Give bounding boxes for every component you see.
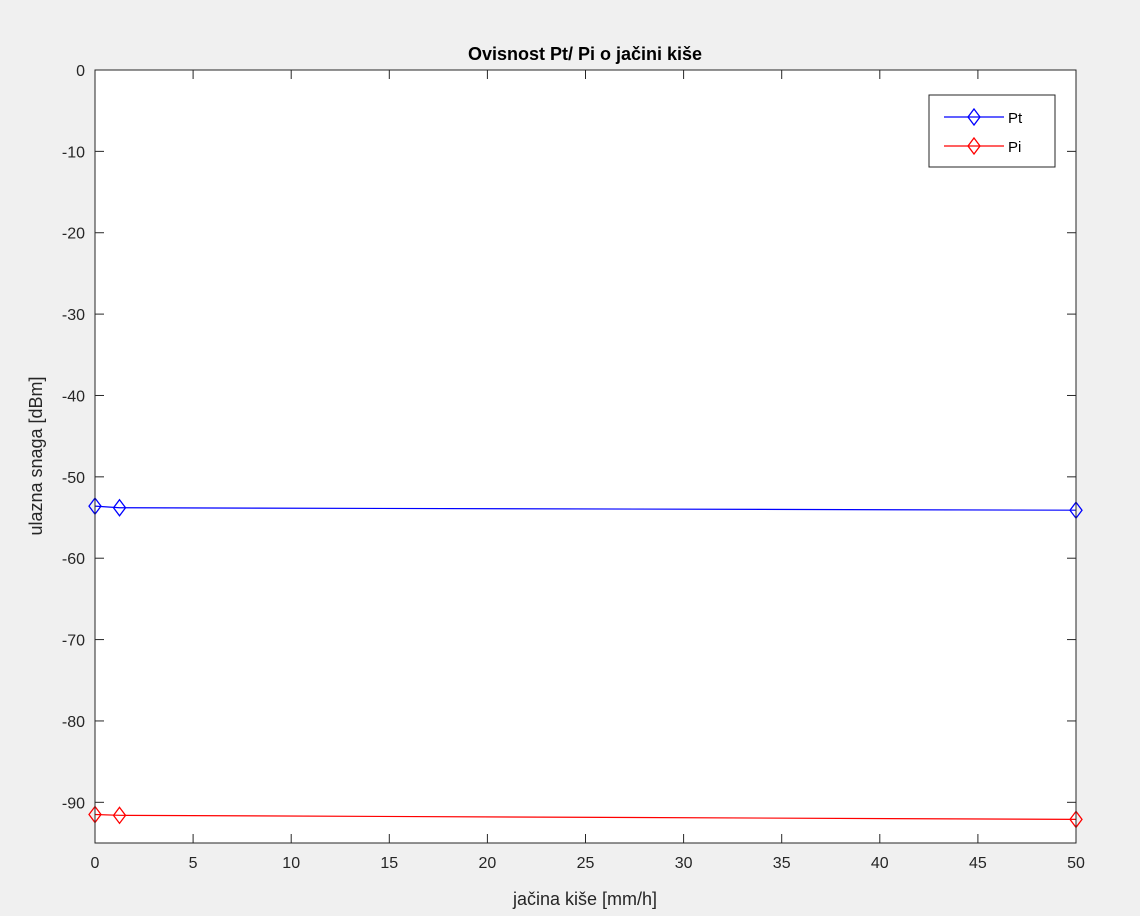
x-tick-label: 15: [380, 855, 398, 872]
y-tick-label: -30: [62, 307, 85, 324]
x-tick-label: 10: [282, 855, 300, 872]
y-tick-label: -20: [62, 226, 85, 243]
legend-label: Pt: [1008, 110, 1023, 127]
y-tick-label: -70: [62, 633, 85, 650]
y-axis-label: ulazna snaga [dBm]: [26, 376, 46, 535]
x-tick-label: 25: [577, 855, 595, 872]
x-tick-label: 5: [189, 855, 198, 872]
y-tick-label: -80: [62, 714, 85, 731]
legend: Pt Pi: [929, 95, 1055, 167]
y-tick-label: -10: [62, 144, 85, 161]
x-tick-label: 45: [969, 855, 987, 872]
x-tick-label: 20: [479, 855, 497, 872]
legend-label: Pi: [1008, 139, 1021, 156]
y-tick-label: -50: [62, 470, 85, 487]
axes-background: [95, 70, 1076, 843]
x-tick-label: 30: [675, 855, 693, 872]
x-tick-label: 0: [91, 855, 100, 872]
x-axis-label: jačina kiše [mm/h]: [512, 889, 657, 909]
y-tick-label: -40: [62, 388, 85, 405]
y-tick-label: 0: [76, 63, 85, 80]
y-tick-label: -90: [62, 795, 85, 812]
x-tick-label: 50: [1067, 855, 1085, 872]
y-tick-label: -60: [62, 551, 85, 568]
x-tick-label: 40: [871, 855, 889, 872]
legend-box: [929, 95, 1055, 167]
x-tick-label: 35: [773, 855, 791, 872]
chart-title: Ovisnost Pt/ Pi o jačini kiše: [468, 44, 702, 64]
